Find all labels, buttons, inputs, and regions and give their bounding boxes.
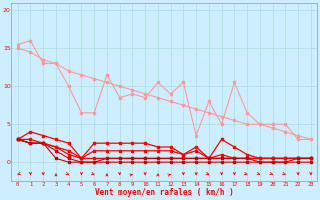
X-axis label: Vent moyen/en rafales ( km/h ): Vent moyen/en rafales ( km/h ) (95, 188, 234, 197)
